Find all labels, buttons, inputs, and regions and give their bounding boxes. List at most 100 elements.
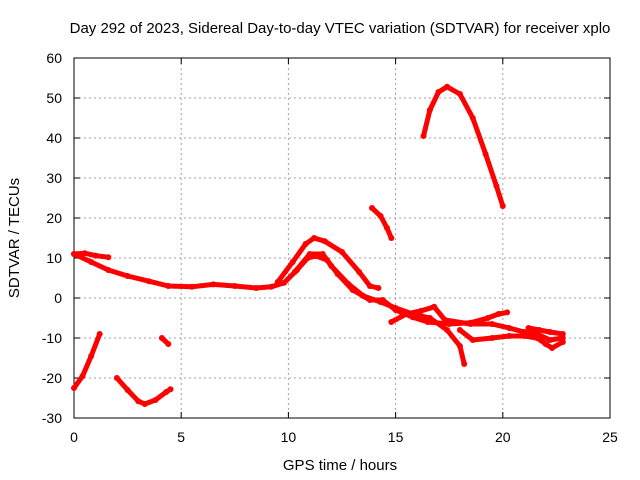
chart-title: Day 292 of 2023, Sidereal Day-to-day VTE… bbox=[70, 20, 611, 37]
data-point bbox=[493, 183, 500, 189]
data-point bbox=[559, 331, 566, 337]
data-point bbox=[392, 305, 399, 311]
data-point bbox=[456, 327, 463, 333]
data-point bbox=[105, 267, 112, 273]
data-point bbox=[469, 115, 476, 121]
data-point bbox=[135, 398, 142, 405]
data-point bbox=[418, 307, 425, 314]
data-point bbox=[467, 321, 474, 327]
data-point bbox=[444, 327, 451, 333]
data-point bbox=[489, 321, 496, 327]
data-point bbox=[146, 278, 152, 285]
y-tick-label: -30 bbox=[42, 410, 62, 426]
series-arc-5 bbox=[369, 205, 394, 241]
data-point bbox=[360, 293, 367, 299]
data-point bbox=[388, 319, 395, 325]
data-point bbox=[165, 341, 172, 347]
data-point bbox=[306, 251, 313, 257]
data-point bbox=[71, 251, 77, 257]
grid-lines bbox=[74, 58, 610, 418]
data-point bbox=[441, 317, 448, 323]
data-point bbox=[499, 203, 506, 209]
data-point bbox=[403, 311, 410, 317]
data-point bbox=[356, 269, 363, 275]
data-point bbox=[319, 251, 326, 257]
data-point bbox=[482, 151, 489, 157]
axis-ticks: 0 5 10 15 20 25 -30 -20 -10 0 10 20 30 40 50 60 bbox=[42, 50, 618, 445]
data-point bbox=[124, 273, 131, 279]
series-arc-10 bbox=[71, 331, 103, 391]
x-tick-label: 10 bbox=[281, 429, 297, 445]
data-point bbox=[495, 311, 502, 317]
data-point bbox=[456, 343, 463, 349]
data-point bbox=[435, 89, 442, 95]
x-axis-label: GPS time / hours bbox=[283, 457, 397, 474]
y-axis-label: SDTVAR / TECUs bbox=[6, 178, 23, 298]
data-point bbox=[542, 341, 549, 347]
data-point bbox=[141, 401, 148, 407]
data-point bbox=[81, 250, 88, 257]
data-point bbox=[521, 333, 528, 339]
x-tick-label: 5 bbox=[177, 429, 185, 445]
data-point bbox=[79, 373, 86, 379]
data-point bbox=[165, 283, 172, 289]
series-arc-9 bbox=[526, 325, 566, 337]
data-point bbox=[369, 205, 375, 211]
data-point bbox=[547, 329, 553, 335]
data-point bbox=[506, 333, 513, 339]
data-point bbox=[289, 259, 296, 265]
data-point bbox=[167, 386, 174, 393]
data-point bbox=[375, 285, 382, 291]
data-point bbox=[388, 235, 395, 241]
data-point bbox=[377, 213, 384, 219]
data-point bbox=[96, 331, 103, 337]
data-point bbox=[461, 361, 468, 367]
data-point bbox=[92, 252, 99, 259]
x-tick-label: 0 bbox=[70, 429, 78, 445]
y-tick-label: 30 bbox=[46, 170, 62, 186]
data-point bbox=[253, 285, 260, 291]
data-point bbox=[105, 254, 112, 261]
data-point bbox=[426, 315, 433, 321]
x-tick-label: 25 bbox=[602, 429, 618, 445]
data-point bbox=[536, 327, 543, 333]
data-point bbox=[504, 309, 511, 316]
data-point bbox=[426, 107, 433, 113]
data-point bbox=[268, 283, 275, 290]
data-point bbox=[311, 235, 318, 241]
y-tick-label: 0 bbox=[54, 290, 62, 306]
data-point bbox=[113, 375, 120, 381]
y-tick-label: -20 bbox=[42, 370, 62, 386]
data-point bbox=[559, 339, 566, 345]
data-point bbox=[188, 283, 195, 290]
x-tick-label: 15 bbox=[388, 429, 404, 445]
data-point bbox=[506, 325, 513, 331]
data-point bbox=[291, 269, 298, 275]
data-point bbox=[152, 397, 159, 403]
data-point bbox=[469, 337, 476, 343]
data-point bbox=[124, 387, 131, 393]
data-point bbox=[525, 325, 532, 331]
data-point bbox=[345, 281, 352, 287]
data-point bbox=[534, 335, 541, 341]
series-arc-1 bbox=[71, 250, 111, 260]
y-tick-label: -10 bbox=[42, 330, 62, 346]
y-tick-label: 50 bbox=[46, 90, 62, 106]
data-point bbox=[377, 299, 384, 305]
data-point bbox=[431, 303, 438, 310]
data-point bbox=[339, 249, 345, 255]
data-point bbox=[274, 279, 281, 285]
data-point bbox=[88, 353, 95, 359]
data-point bbox=[489, 335, 496, 341]
data-point bbox=[420, 133, 427, 139]
y-tick-label: 60 bbox=[46, 50, 62, 66]
data-point bbox=[366, 283, 373, 289]
y-tick-label: 10 bbox=[46, 250, 62, 266]
data-series-layer bbox=[71, 83, 566, 407]
data-point bbox=[210, 281, 217, 288]
data-point bbox=[384, 225, 390, 231]
data-point bbox=[163, 389, 170, 395]
data-point bbox=[456, 91, 463, 97]
plot-frame bbox=[73, 57, 611, 419]
